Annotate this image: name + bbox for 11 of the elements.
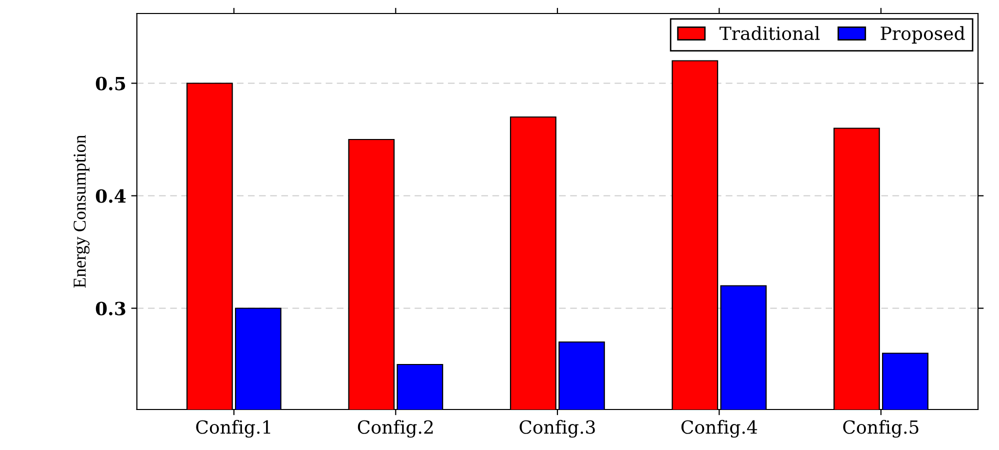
y-tick-label: 0.3 — [96, 302, 126, 316]
y-tick-label: 0.4 — [96, 189, 126, 203]
x-tick-label: Config.1 — [196, 420, 270, 438]
x-tick-label: Config.3 — [520, 420, 595, 438]
y-axis-title: Energy Consumption — [74, 134, 90, 288]
legend-label: Proposed — [880, 26, 965, 44]
x-tick-label: Config.2 — [358, 420, 433, 438]
x-tick-label: Config.5 — [843, 420, 918, 438]
legend-label: Traditional — [720, 26, 820, 40]
x-tick-label: Config.4 — [681, 420, 758, 438]
y-tick-label: 0.5 — [96, 76, 126, 90]
